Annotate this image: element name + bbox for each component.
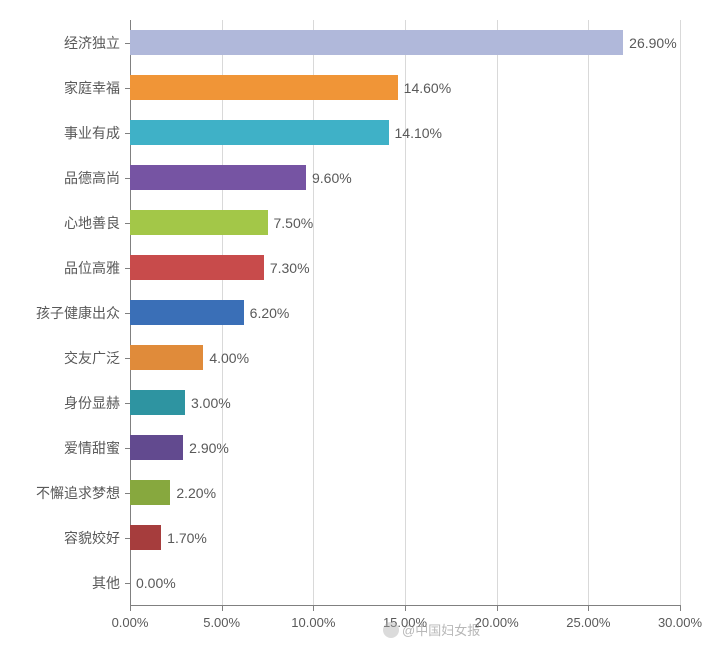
category-label: 品位高雅 (0, 258, 120, 278)
value-label: 2.90% (189, 440, 229, 456)
bar (130, 165, 306, 190)
watermark: @中国妇女报 (383, 620, 480, 639)
bar (130, 525, 161, 550)
value-label: 4.00% (209, 350, 249, 366)
category-label: 心地善良 (0, 213, 120, 233)
bar-row: 14.60% (130, 75, 398, 100)
bar (130, 345, 203, 370)
category-label: 孩子健康出众 (0, 303, 120, 323)
bar-row: 3.00% (130, 390, 185, 415)
bar (130, 390, 185, 415)
bar-row: 26.90% (130, 30, 623, 55)
bar (130, 75, 398, 100)
value-label: 14.10% (395, 125, 442, 141)
x-tick-label: 10.00% (291, 615, 335, 630)
x-tick-mark (222, 605, 223, 611)
bar-row: 7.50% (130, 210, 268, 235)
value-label: 14.60% (404, 80, 451, 96)
y-tick-mark (125, 583, 130, 584)
category-label: 其他 (0, 573, 120, 593)
x-tick-mark (130, 605, 131, 611)
gridline (680, 20, 681, 605)
x-tick-label: 5.00% (203, 615, 240, 630)
value-label: 1.70% (167, 530, 207, 546)
bar-row: 1.70% (130, 525, 161, 550)
bar-row: 9.60% (130, 165, 306, 190)
bar-row: 4.00% (130, 345, 203, 370)
value-label: 0.00% (136, 575, 176, 591)
x-tick-label: 30.00% (658, 615, 702, 630)
bar-row: 6.20% (130, 300, 244, 325)
category-label: 爱情甜蜜 (0, 438, 120, 458)
weibo-icon (383, 622, 399, 638)
bar-row: 2.90% (130, 435, 183, 460)
gridline (313, 20, 314, 605)
bar (130, 120, 389, 145)
value-label: 26.90% (629, 35, 676, 51)
category-label: 事业有成 (0, 123, 120, 143)
category-label: 身份显赫 (0, 393, 120, 413)
value-label: 9.60% (312, 170, 352, 186)
x-tick-label: 20.00% (475, 615, 519, 630)
category-label: 家庭幸福 (0, 78, 120, 98)
x-tick-mark (405, 605, 406, 611)
category-label: 品德高尚 (0, 168, 120, 188)
x-tick-mark (313, 605, 314, 611)
x-tick-label: 0.00% (112, 615, 149, 630)
bar (130, 300, 244, 325)
value-label: 2.20% (176, 485, 216, 501)
x-tick-mark (588, 605, 589, 611)
x-tick-mark (497, 605, 498, 611)
bar (130, 480, 170, 505)
value-label: 6.20% (250, 305, 290, 321)
value-label: 7.30% (270, 260, 310, 276)
value-label: 7.50% (274, 215, 314, 231)
value-label: 3.00% (191, 395, 231, 411)
x-tick-label: 25.00% (566, 615, 610, 630)
category-label: 容貌姣好 (0, 528, 120, 548)
gridline (588, 20, 589, 605)
bar (130, 30, 623, 55)
gridline (405, 20, 406, 605)
bar-row: 7.30% (130, 255, 264, 280)
watermark-text: @中国妇女报 (402, 620, 480, 639)
category-label: 交友广泛 (0, 348, 120, 368)
bar (130, 210, 268, 235)
bar-row: 2.20% (130, 480, 170, 505)
bar-row: 14.10% (130, 120, 389, 145)
bar (130, 435, 183, 460)
bar (130, 255, 264, 280)
gridline (497, 20, 498, 605)
category-label: 不懈追求梦想 (0, 483, 120, 503)
category-label: 经济独立 (0, 33, 120, 53)
bar-chart: 经济独立 26.90% 家庭幸福 14.60% 事业有成 14.10% 品德高尚 9.60% 心… (0, 0, 710, 655)
x-tick-mark (680, 605, 681, 611)
